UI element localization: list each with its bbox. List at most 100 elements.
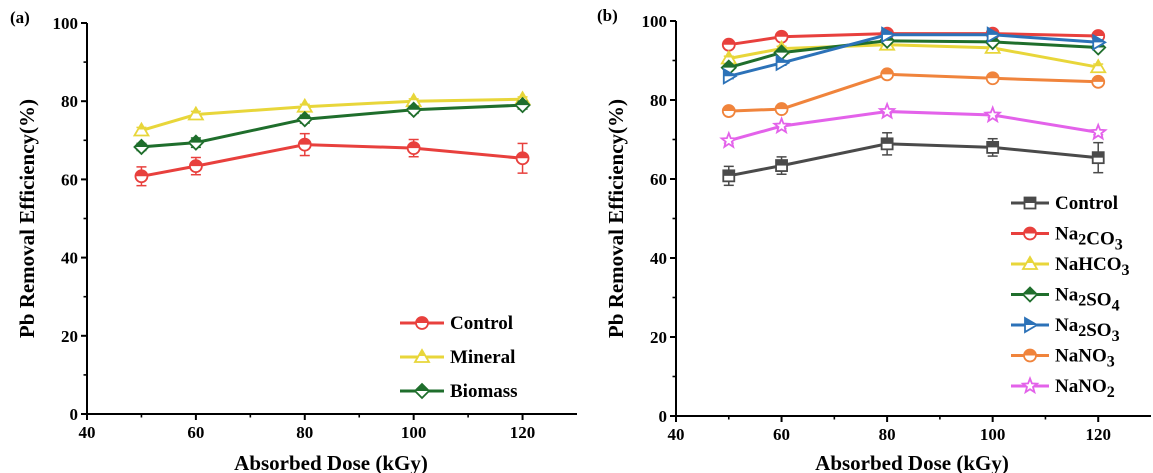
panel-a-data-point — [188, 159, 203, 174]
panel-b-legend-item: NaNO2 — [1011, 376, 1115, 401]
panel-b-data-point — [986, 26, 1002, 44]
panel-b-data-point — [774, 102, 789, 116]
panel-b-x-tick-label: 80 — [879, 425, 896, 444]
panel-b-data-point — [881, 26, 896, 44]
panel-b-legend-marker — [1020, 376, 1040, 395]
panel-b-chart: 40 60 80 100 120 0 20 40 60 80 100 Absorbed Dose (k… — [597, 6, 1151, 473]
panel-b-legend-marker — [1023, 348, 1037, 363]
panel-a-y-tick-label: 60 — [61, 170, 78, 189]
panel-a-legend-item: Biomass — [400, 381, 518, 402]
panel-b-data-point — [985, 71, 1000, 86]
panel-a-legend-marker — [413, 382, 431, 400]
panel-a-series-1 — [132, 90, 532, 137]
panel-b-data-point — [880, 67, 895, 82]
panel-a-label: (a) — [10, 8, 30, 27]
panel-a-legend-label: Mineral — [450, 347, 515, 368]
panel-a-legend-label: Control — [450, 313, 513, 334]
panel-a-y-tick-label: 20 — [61, 327, 78, 346]
panel-b-y-tick-label: 60 — [650, 170, 667, 189]
panel-b-y-tick-label: 100 — [642, 12, 668, 31]
panel-b-y-axis-title: Pb Removal Efficiency(%) — [604, 99, 628, 338]
panel-b-series-0 — [722, 132, 1105, 187]
panel-a-series-0 — [134, 132, 530, 187]
panel-b-x-tick-label: 100 — [980, 425, 1006, 444]
panel-b-series-6 — [719, 101, 1108, 149]
panel-b-data-point — [1088, 122, 1108, 141]
panel-b-legend-label: NaHCO3 — [1055, 254, 1130, 279]
panel-a-y-tick-label: 0 — [70, 405, 79, 424]
panel-b-data-point — [719, 130, 739, 149]
panel-a-y-tick-label: 80 — [61, 92, 78, 111]
panel-b-legend-label: Na2SO4 — [1055, 285, 1120, 315]
panel-b-data-point — [1091, 151, 1105, 165]
panel-a-data-point — [406, 141, 421, 156]
panel-b-legend-item: Na2SO3 — [1011, 315, 1120, 345]
panel-a-x-tick-label: 120 — [510, 423, 536, 442]
panel-b-legend-item: Control — [1011, 193, 1118, 214]
panel-a-data-point — [134, 169, 149, 184]
panel-a-data-point — [132, 121, 151, 137]
panel-b-data-point — [880, 137, 894, 151]
panel-b-data-point — [986, 140, 1000, 154]
panel-b-data-point — [1092, 33, 1108, 51]
panel-b-legend-item: Na2CO3 — [1011, 224, 1123, 254]
panel-b-data-point — [877, 101, 897, 120]
panel-b-legend-item: Na2SO4 — [1011, 285, 1120, 315]
panel-b-legend-marker — [1021, 255, 1039, 270]
panel-a-data-point — [296, 110, 314, 128]
panel-a-chart: 40 60 80 100 120 0 20 40 60 80 100 Absorbed Dose (k… — [10, 8, 577, 473]
panel-a-y-axis-title: Pb Removal Efficiency(%) — [15, 99, 39, 338]
panel-a-legend-item: Control — [400, 313, 513, 334]
panel-b-series-5 — [721, 67, 1106, 118]
panel-b-x-axis-title: Absorbed Dose (kGy) — [815, 451, 1009, 473]
panel-b-data-point — [775, 54, 791, 72]
panel-b-y-tick-label: 40 — [650, 249, 667, 268]
panel-a-data-point — [297, 137, 312, 152]
panel-b-legend-marker — [1021, 286, 1039, 303]
panel-b-legend-marker — [1023, 196, 1037, 210]
panel-b-data-point — [772, 116, 792, 135]
panel-a-y-tick-label: 100 — [53, 14, 79, 33]
panel-b-data-point — [775, 159, 788, 172]
panel-a-series-2 — [133, 96, 531, 156]
panel-b-y-tick-label: 0 — [659, 407, 668, 426]
panel-b-legend-label: Na2CO3 — [1055, 224, 1123, 254]
panel-b-legend-marker — [1024, 316, 1039, 334]
panel-a-legend-item: Mineral — [400, 347, 515, 368]
panel-b-legend-label: NaNO3 — [1055, 346, 1115, 371]
panel-b-x-tick-label: 60 — [773, 425, 790, 444]
panel-b-data-point — [983, 104, 1003, 124]
panel-b-data-point — [1091, 74, 1106, 89]
panel-b-label: (b) — [597, 6, 618, 25]
panel-b-legend-marker — [1023, 226, 1037, 241]
panel-a-data-point — [187, 105, 205, 121]
panel-b-y-tick-label: 20 — [650, 328, 667, 347]
panel-a-legend-marker — [413, 348, 431, 363]
panel-a-data-point — [515, 151, 530, 166]
panel-a-data-point — [187, 134, 205, 151]
panel-b-legend-label: NaNO2 — [1055, 376, 1115, 401]
panel-a-legend-marker — [415, 316, 429, 330]
panel-a-data-point — [133, 138, 150, 156]
panel-b-legend-label: Control — [1055, 193, 1118, 214]
panel-a-data-point — [405, 101, 422, 119]
panel-b-data-point — [1089, 58, 1107, 74]
panel-b-legend-item: NaNO3 — [1011, 346, 1115, 371]
panel-b-data-point — [721, 104, 736, 118]
panel-b-legend-item: NaHCO3 — [1011, 254, 1130, 279]
panel-b-data-point — [722, 67, 738, 85]
panel-b-data-point — [722, 169, 736, 183]
panel-a-x-axis-title: Absorbed Dose (kGy) — [234, 451, 428, 473]
panel-a-x-tick-label: 80 — [296, 423, 313, 442]
panel-b-series-4 — [722, 26, 1108, 85]
panel-a-data-point — [514, 96, 531, 114]
panel-b-data-point — [721, 37, 736, 52]
panel-a-x-tick-label: 100 — [401, 423, 427, 442]
panel-a-legend-label: Biomass — [450, 381, 518, 402]
panel-b-x-tick-label: 120 — [1085, 425, 1111, 444]
panel-a-x-tick-label: 60 — [187, 423, 204, 442]
panel-b-legend-label: Na2SO3 — [1055, 315, 1120, 345]
panel-b-y-tick-label: 80 — [650, 91, 667, 110]
panel-a-legend: Control Mineral Biomass — [400, 313, 518, 402]
